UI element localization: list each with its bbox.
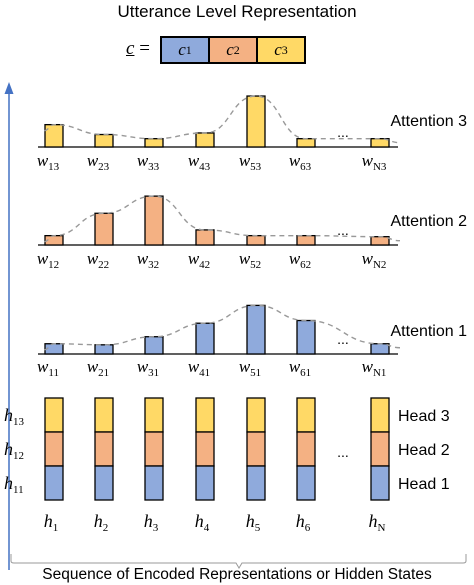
attention-weight-bar <box>296 234 316 246</box>
hidden-state-label: h1 <box>44 511 59 534</box>
head-label: Head 2 <box>398 442 450 459</box>
attention-row-label: Attention 2 <box>391 213 468 230</box>
hidden-state-label: h6 <box>296 511 311 534</box>
hidden-state-segment <box>94 465 114 501</box>
ellipsis-text: ... <box>337 222 349 238</box>
diagram-title: Utterance Level Representation <box>117 2 357 21</box>
hidden-state-segment <box>195 465 215 501</box>
hidden-state-segment <box>94 397 114 433</box>
head-row-label: h12 <box>4 439 24 462</box>
attention-weight-label: w22 <box>87 249 109 271</box>
attention-weight-bar <box>296 319 316 355</box>
attention-weight-label: w31 <box>137 357 159 379</box>
attention-weight-label: w21 <box>87 357 109 379</box>
attention-weight-bar <box>246 234 266 246</box>
attention-weight-label: wN1 <box>362 357 387 379</box>
attention-weight-bar <box>144 195 164 246</box>
ellipsis-text: ... <box>337 124 349 140</box>
attention-weight-label: w33 <box>137 151 160 173</box>
attention-weight-bar <box>195 132 215 148</box>
hidden-state-segment <box>94 431 114 467</box>
vector-symbol: c = <box>126 38 150 59</box>
hidden-state-segment <box>296 465 316 501</box>
hidden-state-segment <box>195 397 215 433</box>
attention-weight-label: w61 <box>289 357 311 379</box>
hidden-state-segment <box>370 431 390 467</box>
attention-row-label: Attention 1 <box>391 323 468 340</box>
attention-weight-bar <box>44 123 64 148</box>
attention-weight-label: w62 <box>289 249 311 271</box>
attention-weight-bar <box>296 138 316 148</box>
footer-caption: Sequence of Encoded Representations or H… <box>42 566 432 583</box>
hidden-state-segment <box>370 465 390 501</box>
attention-weight-bar <box>195 322 215 355</box>
attention-weight-label: w52 <box>239 249 261 271</box>
hidden-state-label: h5 <box>246 511 261 534</box>
hidden-state-segment <box>296 431 316 467</box>
hidden-state-label: h3 <box>144 511 159 534</box>
attention-weight-bar <box>144 138 164 148</box>
attention-row-label: Attention 3 <box>391 113 468 130</box>
attention-trend-line <box>43 195 401 243</box>
hidden-state-segment <box>44 431 64 467</box>
attention-weight-label: w53 <box>239 151 262 173</box>
hidden-state-segment <box>195 431 215 467</box>
hidden-state-label: h2 <box>94 511 109 534</box>
ellipsis-text: ... <box>337 444 349 460</box>
attention-weight-bar <box>195 229 215 246</box>
attention-weight-bar <box>94 344 114 355</box>
hidden-state-label: hN <box>369 511 386 534</box>
hidden-state-segment <box>246 431 266 467</box>
attention-weight-label: w32 <box>137 249 159 271</box>
hidden-state-label: h4 <box>195 511 210 534</box>
hidden-state-segment <box>44 397 64 433</box>
hidden-state-segment <box>370 397 390 433</box>
hidden-state-segment <box>246 465 266 501</box>
hidden-state-segment <box>144 397 164 433</box>
hidden-state-segment <box>144 465 164 501</box>
attention-weight-label: w42 <box>188 249 210 271</box>
hidden-state-segment <box>296 397 316 433</box>
attention-weight-bar <box>370 138 390 148</box>
head-label: Head 3 <box>398 408 450 425</box>
head-row-label: h11 <box>4 473 24 496</box>
attention-weight-label: wN2 <box>362 249 387 271</box>
attention-weight-label: w43 <box>188 151 211 173</box>
hidden-state-segment <box>144 431 164 467</box>
attention-weight-bar <box>94 212 114 246</box>
upward-arrow-icon <box>4 82 14 570</box>
attention-weight-bar <box>246 95 266 148</box>
attention-weight-bar <box>370 343 390 355</box>
attention-weight-label: w11 <box>37 357 59 379</box>
head-label: Head 1 <box>398 476 450 493</box>
attention-weight-label: w63 <box>289 151 312 173</box>
attention-weight-label: w13 <box>37 151 60 173</box>
attention-weight-label: w51 <box>239 357 261 379</box>
attention-weight-bar <box>246 304 266 355</box>
attention-trend-line <box>43 95 401 144</box>
attention-weight-label: wN3 <box>362 151 387 173</box>
hidden-state-segment <box>246 397 266 433</box>
attention-weight-label: w41 <box>188 357 210 379</box>
attention-weight-bar <box>94 133 114 148</box>
attention-weight-bar <box>370 236 390 246</box>
hidden-state-segment <box>44 465 64 501</box>
ellipsis-text: ... <box>337 331 349 347</box>
bottom-brace <box>10 554 467 569</box>
attention-weight-label: w12 <box>37 249 59 271</box>
attention-trend-line <box>43 304 401 351</box>
attention-weight-label: w23 <box>87 151 110 173</box>
attention-weight-bar <box>144 336 164 355</box>
head-row-label: h13 <box>4 405 25 428</box>
